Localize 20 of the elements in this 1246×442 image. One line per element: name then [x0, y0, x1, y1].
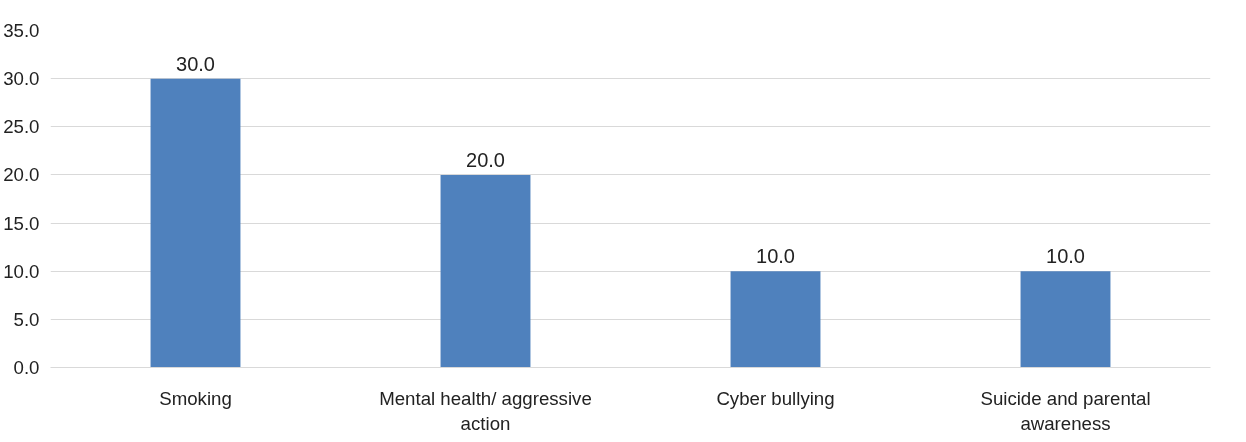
y-tick-label: 25.0	[3, 116, 40, 138]
y-tick-label: 30.0	[3, 68, 40, 90]
bar	[440, 174, 531, 368]
data-label: 20.0	[466, 148, 505, 171]
data-label: 10.0	[1046, 245, 1085, 268]
y-tick-label: 20.0	[3, 164, 40, 186]
y-tick-label: 0.0	[13, 357, 40, 378]
data-label: 10.0	[756, 245, 795, 268]
y-tick-label: 15.0	[3, 212, 40, 234]
y-tick-label: 5.0	[13, 308, 40, 330]
x-tick-label: Cyber bullying	[716, 387, 835, 409]
bar	[1020, 271, 1111, 368]
bar	[150, 78, 241, 368]
bar	[730, 271, 821, 368]
y-tick-label: 35.0	[3, 20, 40, 41]
data-label: 30.0	[176, 52, 215, 75]
y-tick-label: 10.0	[3, 260, 40, 282]
x-tick-label: Suicide and parental awareness	[980, 387, 1151, 434]
x-tick-label: Mental health/ aggressive action	[379, 387, 592, 434]
x-tick-label: Smoking	[159, 387, 232, 409]
